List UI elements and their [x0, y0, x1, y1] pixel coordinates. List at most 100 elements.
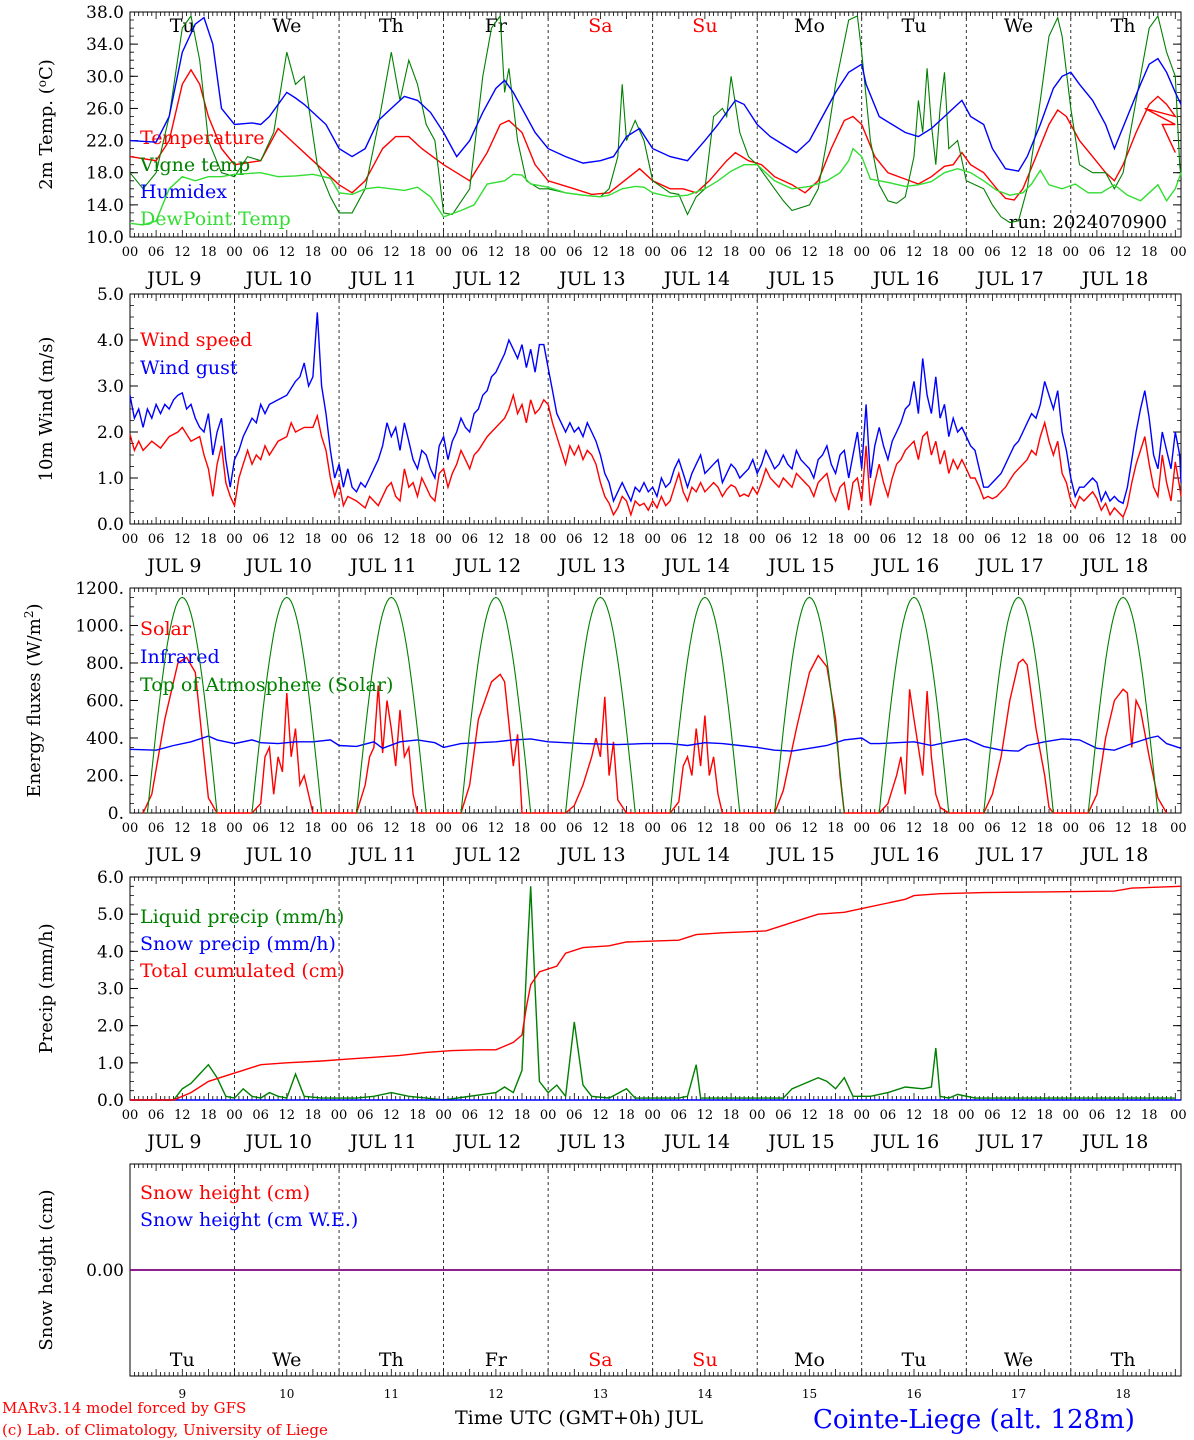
x-hour-label: 00 [1170, 532, 1187, 547]
x-date-label: JUL 11 [348, 555, 416, 577]
x-hour-label: 18 [827, 821, 844, 836]
y-tick-label: 1000. [75, 617, 124, 637]
x-hour-label: 12 [801, 821, 818, 836]
day-number-label: 11 [384, 1387, 399, 1401]
x-hour-label: 18 [409, 1108, 426, 1123]
x-hour-label: 00 [540, 1108, 557, 1123]
x-hour-label: 12 [1115, 245, 1132, 260]
x-hour-label: 18 [305, 821, 322, 836]
x-axis-title: Time UTC (GMT+0h) JUL [455, 1407, 703, 1429]
x-hour-label: 18 [932, 821, 949, 836]
x-hour-label: 12 [279, 532, 296, 547]
x-hour-label: 06 [566, 245, 583, 260]
x-date-label: JUL 14 [662, 1131, 730, 1153]
x-hour-label: 12 [801, 1108, 818, 1123]
x-date-label: JUL 16 [871, 555, 939, 577]
x-hour-label: 18 [827, 532, 844, 547]
weekday-label: Tu [170, 1349, 195, 1371]
x-hour-label: 12 [592, 821, 609, 836]
panel-3: 0. 200. 400. 600. 800. 1000. 1200. Energy fluxe… [22, 579, 1187, 866]
legend-label: Wind speed [140, 329, 252, 351]
x-hour-label: 18 [200, 1108, 217, 1123]
x-hour-label: 00 [331, 1108, 348, 1123]
x-hour-label: 06 [357, 821, 374, 836]
x-hour-label: 06 [880, 532, 897, 547]
x-hour-label: 00 [435, 532, 452, 547]
x-hour-label: 12 [1010, 532, 1027, 547]
x-hour-label: 18 [200, 532, 217, 547]
x-hour-label: 06 [775, 532, 792, 547]
x-hour-label: 00 [122, 245, 139, 260]
weekday-label: Th [379, 1349, 404, 1371]
credit-line-1: MARv3.14 model forced by GFS [2, 1399, 246, 1417]
x-date-label: JUL 17 [975, 844, 1043, 866]
x-date-label: JUL 18 [1080, 1131, 1148, 1153]
x-hour-label: 18 [1141, 245, 1158, 260]
legend-label: Wind gust [140, 357, 238, 379]
x-hour-label: 12 [906, 1108, 923, 1123]
y-tick-label: 34.0 [86, 35, 124, 55]
x-hour-label: 12 [801, 532, 818, 547]
x-hour-label: 00 [853, 1108, 870, 1123]
x-date-label: JUL 10 [244, 268, 312, 290]
legend-label: Snow height (cm) [140, 1182, 310, 1204]
x-hour-label: 06 [252, 532, 269, 547]
weekday-label: Su [692, 15, 717, 37]
x-hour-label: 18 [618, 245, 635, 260]
x-hour-label: 18 [409, 245, 426, 260]
x-hour-label: 06 [775, 1108, 792, 1123]
y-tick-label: 0. [108, 804, 124, 824]
x-hour-label: 06 [252, 1108, 269, 1123]
x-hour-label: 06 [1089, 821, 1106, 836]
x-hour-label: 06 [461, 532, 478, 547]
x-date-label: JUL 12 [453, 844, 521, 866]
y-tick-label: 1.0 [97, 469, 124, 489]
x-date-label: JUL 12 [453, 555, 521, 577]
x-hour-label: 06 [1089, 1108, 1106, 1123]
x-minor-ticks [129, 588, 1176, 813]
x-date-label: JUL 9 [145, 1131, 201, 1153]
x-date-label: JUL 11 [348, 1131, 416, 1153]
weekday-label: We [272, 15, 301, 37]
x-hour-label: 00 [540, 245, 557, 260]
y-tick-label: 38.0 [86, 3, 124, 23]
y-tick-label: 0.0 [97, 515, 124, 535]
legend-label: Humidex [140, 181, 227, 203]
x-hour-label: 00 [1063, 821, 1080, 836]
y-tick-label: 1200. [75, 579, 124, 599]
x-hour-label: 00 [644, 245, 661, 260]
x-hour-label: 12 [488, 245, 505, 260]
x-hour-label: 00 [749, 245, 766, 260]
y-minor-ticks [130, 587, 1181, 814]
footer: MARv3.14 model forced by GFS (c) Lab. of… [2, 1399, 1135, 1439]
x-date-label: JUL 16 [871, 268, 939, 290]
weekday-label: Th [1111, 15, 1136, 37]
x-hour-label: 18 [409, 821, 426, 836]
x-date-label: JUL 12 [453, 268, 521, 290]
x-hour-label: 00 [749, 821, 766, 836]
x-hour-label: 18 [1141, 1108, 1158, 1123]
y-tick-label: 3.0 [97, 980, 124, 1000]
x-hour-label: 12 [592, 245, 609, 260]
x-hour-label: 00 [226, 821, 243, 836]
y-tick-label: 800. [86, 654, 124, 674]
y-tick-label: 0.00 [86, 1261, 124, 1281]
x-hour-label: 06 [357, 532, 374, 547]
x-hour-label: 06 [148, 245, 165, 260]
x-hour-label: 18 [1036, 245, 1053, 260]
series-line-wind-speed [129, 392, 1182, 519]
x-date-label: JUL 18 [1080, 555, 1148, 577]
weekday-label: Mo [794, 1349, 825, 1371]
x-hour-label: 06 [252, 245, 269, 260]
x-date-label: JUL 9 [145, 268, 201, 290]
weekday-label: Fr [485, 15, 508, 37]
x-hour-label: 12 [1010, 821, 1027, 836]
x-date-label: JUL 14 [662, 555, 730, 577]
x-hour-label: 06 [984, 532, 1001, 547]
x-hour-label: 06 [880, 1108, 897, 1123]
legend-label: Liquid precip (mm/h) [140, 906, 344, 928]
x-hour-label: 00 [226, 245, 243, 260]
y-tick-label: 18.0 [86, 164, 124, 184]
x-hour-label: 12 [1010, 1108, 1027, 1123]
